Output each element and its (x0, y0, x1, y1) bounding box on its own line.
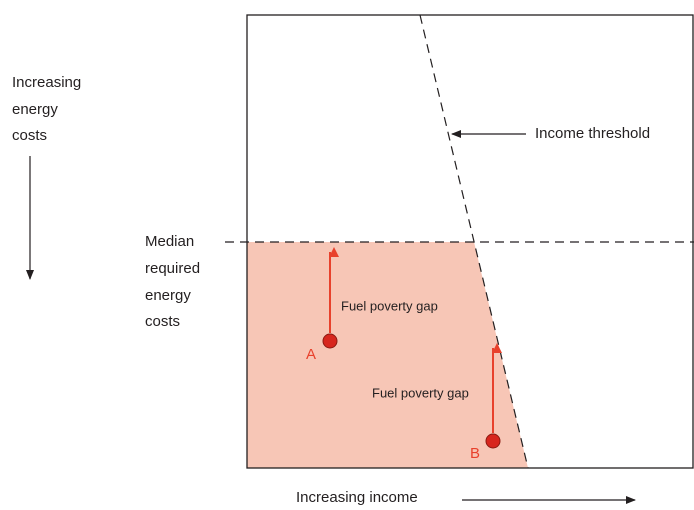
x-label: Increasing income (296, 489, 418, 506)
y-label: Increasing (12, 74, 81, 91)
household-point (485, 433, 501, 449)
y-label: costs (12, 127, 47, 144)
median-label: Median (145, 233, 194, 250)
threshold-label: Income threshold (535, 125, 650, 142)
y-label: energy (12, 101, 58, 118)
point-label: B (470, 445, 480, 462)
household-point (322, 333, 338, 349)
fuel-poverty-region (247, 242, 528, 468)
gap-label: Fuel poverty gap (341, 298, 438, 313)
median-label: energy (145, 287, 191, 304)
median-label: costs (145, 313, 180, 330)
point-label: A (306, 346, 316, 363)
gap-label: Fuel poverty gap (372, 385, 469, 400)
median-label: required (145, 260, 200, 277)
